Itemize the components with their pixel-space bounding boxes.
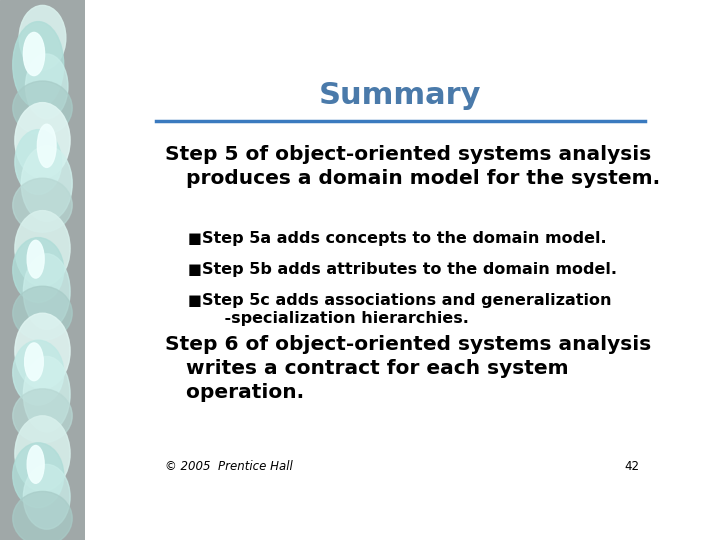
Ellipse shape: [15, 103, 70, 178]
Ellipse shape: [15, 130, 62, 194]
Ellipse shape: [13, 286, 72, 340]
Text: Step 5a adds concepts to the domain model.: Step 5a adds concepts to the domain mode…: [202, 231, 606, 246]
Ellipse shape: [24, 343, 43, 381]
Ellipse shape: [37, 124, 56, 167]
Ellipse shape: [15, 211, 70, 286]
Text: ■: ■: [188, 231, 202, 246]
Ellipse shape: [15, 416, 70, 491]
Text: Summary: Summary: [318, 82, 481, 111]
Ellipse shape: [23, 464, 70, 529]
Ellipse shape: [23, 254, 70, 329]
Text: Step 6 of object-oriented systems analysis
   writes a contract for each system
: Step 6 of object-oriented systems analys…: [166, 335, 652, 402]
Ellipse shape: [19, 5, 66, 70]
Ellipse shape: [13, 389, 72, 443]
Ellipse shape: [13, 238, 63, 302]
Text: © 2005  Prentice Hall: © 2005 Prentice Hall: [166, 460, 293, 473]
Ellipse shape: [13, 443, 63, 508]
Text: Step 5b adds attributes to the domain model.: Step 5b adds attributes to the domain mo…: [202, 262, 616, 278]
Ellipse shape: [23, 32, 45, 76]
Ellipse shape: [13, 491, 72, 540]
Text: 42: 42: [625, 460, 639, 473]
Ellipse shape: [13, 178, 72, 232]
Ellipse shape: [27, 240, 44, 278]
Ellipse shape: [22, 146, 72, 221]
Text: Step 5c adds associations and generalization
    -specialization hierarchies.: Step 5c adds associations and generaliza…: [202, 294, 611, 327]
Text: ■: ■: [188, 294, 202, 308]
Ellipse shape: [13, 340, 63, 405]
Ellipse shape: [15, 313, 70, 389]
Ellipse shape: [13, 22, 63, 108]
Text: Step 5 of object-oriented systems analysis
   produces a domain model for the sy: Step 5 of object-oriented systems analys…: [166, 145, 660, 188]
Ellipse shape: [23, 356, 70, 432]
Text: ■: ■: [188, 262, 202, 278]
Ellipse shape: [27, 446, 44, 483]
Ellipse shape: [25, 54, 68, 119]
Ellipse shape: [13, 81, 72, 135]
